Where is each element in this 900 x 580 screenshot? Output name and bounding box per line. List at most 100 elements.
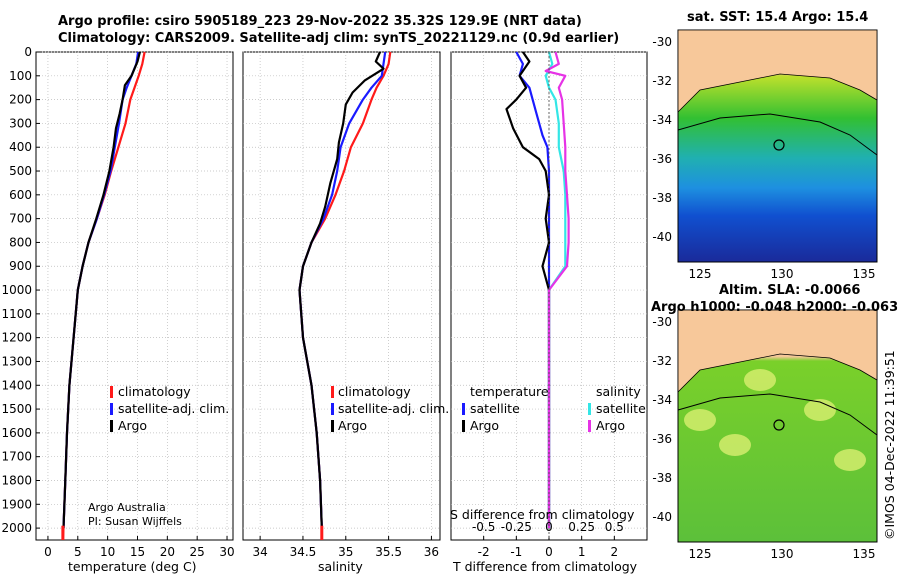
diff-legend-swatch-s-satellite (588, 403, 591, 415)
y-tick-label: 800 (9, 235, 32, 249)
y-tick-label: 1200 (1, 331, 32, 345)
sla-isobath (677, 393, 878, 436)
y-tick-label: 400 (9, 140, 32, 154)
y-tick-label: 1600 (1, 426, 32, 440)
panel-frame-1 (242, 51, 441, 541)
y-tick-label: 700 (9, 212, 32, 226)
diff-legend-swatch-t-satellite (462, 403, 465, 415)
x-tick-label: -2 (478, 545, 490, 559)
x-tick-label: 25 (190, 545, 205, 559)
sla-map-title-2: Argo h1000: -0.048 h2000: -0.063 (651, 300, 899, 315)
diff-legend-s-argo: Argo (596, 418, 626, 433)
diff-legend-swatch-t-argo (462, 420, 465, 432)
y-tick-label: 1100 (1, 307, 32, 321)
temp-legend-swatch-climatology (110, 386, 113, 398)
lat-tick-label: -34 (652, 113, 672, 127)
s-tick-label: 0.5 (605, 520, 624, 534)
lon-tick-label: 135 (853, 267, 876, 281)
temp-legend-swatch-argo (110, 420, 113, 432)
sla-anomaly (684, 409, 716, 431)
x-tick-label: 15 (130, 545, 145, 559)
x-tick-label: 30 (219, 545, 234, 559)
y-tick-label: 200 (9, 93, 32, 107)
s-tick-label: -0.5 (472, 520, 495, 534)
x-tick-label: 36 (424, 545, 439, 559)
y-tick-label: 900 (9, 259, 32, 273)
series-argo (298, 51, 385, 529)
sst-land (677, 29, 878, 113)
x-tick-label: 34 (252, 545, 267, 559)
x-tick-label: 2 (611, 545, 619, 559)
y-tick-label: 1300 (1, 354, 32, 368)
series-t-argo (505, 51, 551, 529)
temp-legend-climatology: climatology (118, 384, 191, 399)
lat-tick-label: -30 (652, 35, 672, 49)
lat-tick-label: -32 (652, 74, 672, 88)
sal-legend-argo: Argo (338, 418, 368, 433)
y-tick-label: 0 (24, 45, 32, 59)
salinity-xlabel: salinity (318, 559, 363, 574)
sst-map-title: sat. SST: 15.4 Argo: 15.4 (687, 10, 869, 25)
y-tick-label: 500 (9, 164, 32, 178)
lat-tick-label: -30 (652, 315, 672, 329)
pi-note: PI: Susan Wijffels (88, 515, 182, 528)
lon-tick-label: 130 (771, 547, 794, 561)
series-argo (62, 51, 141, 529)
x-tick-label: 34.5 (290, 545, 317, 559)
y-tick-label: 100 (9, 69, 32, 83)
sla-anomaly (834, 449, 866, 471)
x-tick-label: 5 (74, 545, 82, 559)
diff-legend-t-satellite: satellite (470, 401, 520, 416)
diff-legend-swatch-s-argo (588, 420, 591, 432)
series-s-argo (544, 51, 570, 529)
x-tick-label: -1 (510, 545, 522, 559)
s-tick-label: -0.25 (501, 520, 532, 534)
x-tick-label: 20 (160, 545, 175, 559)
y-tick-label: 2000 (1, 521, 32, 535)
lon-tick-label: 125 (689, 547, 712, 561)
plot-title-line2: Climatology: CARS2009. Satellite-adj cli… (58, 31, 620, 46)
temperature-xlabel: temperature (deg C) (68, 559, 197, 574)
tdiff-xlabel: T difference from climatology (453, 559, 638, 574)
sla-map (677, 309, 878, 543)
lat-tick-label: -36 (652, 152, 672, 166)
sst-map (677, 29, 878, 263)
y-tick-label: 1800 (1, 473, 32, 487)
y-tick-label: 1400 (1, 378, 32, 392)
sla-float-marker (773, 419, 785, 431)
lat-tick-label: -36 (652, 432, 672, 446)
diff-legend-temperature-title: temperature (470, 384, 549, 399)
lon-tick-label: 125 (689, 267, 712, 281)
temp-legend-satellite: satellite-adj. clim. (118, 401, 230, 416)
lat-tick-label: -40 (652, 510, 672, 524)
y-tick-label: 1500 (1, 402, 32, 416)
y-tick-label: 300 (9, 116, 32, 130)
sst-float-marker (773, 139, 785, 151)
sla-anomaly (719, 434, 751, 456)
lat-tick-label: -34 (652, 393, 672, 407)
sst-isobath (677, 113, 878, 156)
sdiff-xlabel: S difference from climatology (450, 507, 635, 522)
y-tick-label: 1700 (1, 450, 32, 464)
sla-land (677, 309, 878, 393)
x-tick-label: 0 (545, 545, 553, 559)
sla-anomaly (744, 369, 776, 391)
x-tick-label: 35 (338, 545, 353, 559)
plot-title-line1: Argo profile: csiro 5905189_223 29-Nov-2… (58, 14, 582, 29)
sal-legend-swatch-climatology (331, 386, 334, 398)
argo-australia-note: Argo Australia (88, 501, 166, 514)
y-tick-label: 1900 (1, 497, 32, 511)
lat-tick-label: -32 (652, 354, 672, 368)
lon-tick-label: 135 (853, 547, 876, 561)
sal-legend-swatch-argo (331, 420, 334, 432)
y-tick-label: 1000 (1, 283, 32, 297)
sal-legend-swatch-satellite (331, 403, 334, 415)
sal-legend-climatology: climatology (338, 384, 411, 399)
s-tick-label: 0 (545, 520, 553, 534)
s-tick-label: 0.25 (568, 520, 595, 534)
diff-legend-s-satellite: satellite (596, 401, 646, 416)
x-tick-label: 1 (578, 545, 586, 559)
x-tick-label: 10 (100, 545, 115, 559)
x-tick-label: 35.5 (375, 545, 402, 559)
